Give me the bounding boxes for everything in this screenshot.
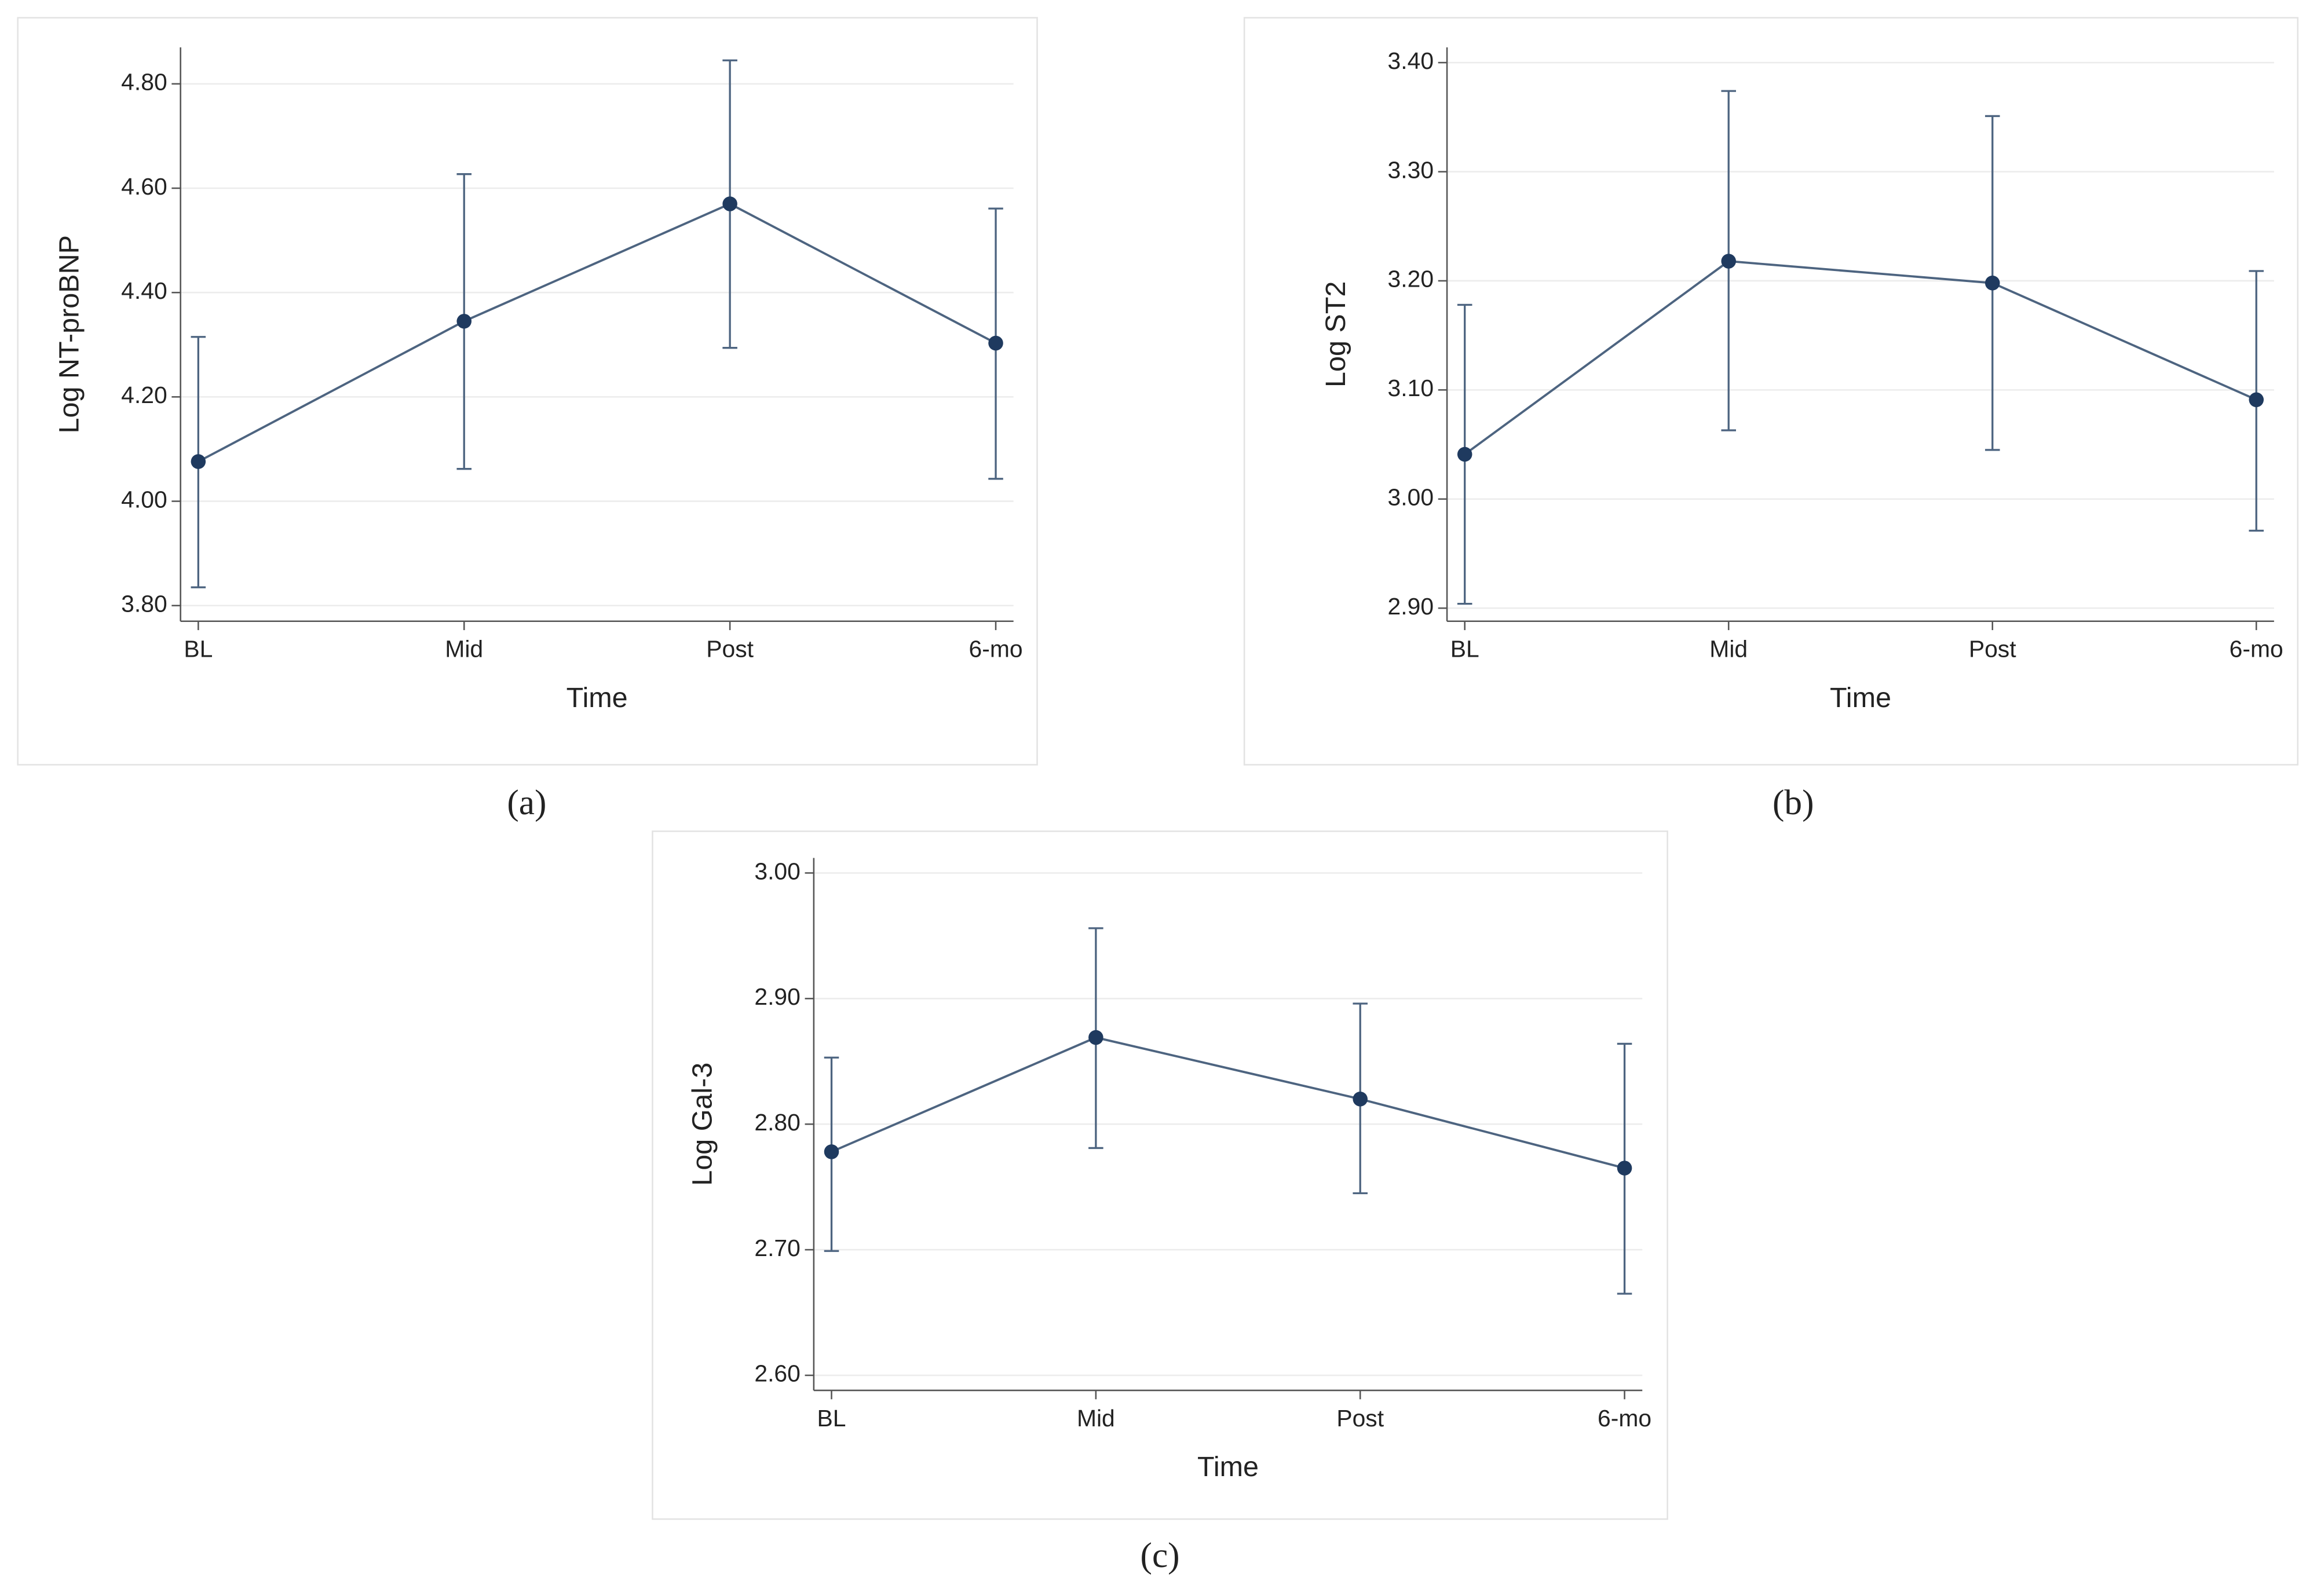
y-tick-label: 4.20 <box>121 382 167 408</box>
y-tick-label: 2.70 <box>754 1235 801 1261</box>
data-point <box>1088 1030 1103 1045</box>
y-tick-label: 4.40 <box>121 277 167 304</box>
data-line <box>831 1036 1625 1169</box>
x-tick-label: Post <box>706 636 754 662</box>
x-tick-label: 6-mo <box>969 636 1022 662</box>
y-tick-label: 2.80 <box>754 1109 801 1136</box>
data-point <box>1721 254 1736 269</box>
x-axis-title: Time <box>567 682 628 713</box>
x-tick-label: BL <box>184 636 213 662</box>
y-axis-title: Log ST2 <box>1320 281 1351 387</box>
x-tick-label: BL <box>817 1405 846 1432</box>
data-point <box>456 313 472 329</box>
x-tick-label: Post <box>1969 636 2016 662</box>
data-point <box>824 1144 839 1159</box>
data-line <box>1464 260 2257 456</box>
y-tick-label: 2.90 <box>754 983 801 1010</box>
data-line <box>198 202 996 463</box>
x-tick-label: Mid <box>445 636 483 662</box>
x-tick-label: Post <box>1336 1405 1384 1432</box>
data-point <box>1985 275 2000 291</box>
y-tick-label: 4.60 <box>121 173 167 200</box>
y-tick-label: 3.80 <box>121 591 167 617</box>
data-point <box>1353 1092 1368 1107</box>
panel-label: (c) <box>1141 1536 1180 1575</box>
y-tick-label: 3.10 <box>1388 375 1434 401</box>
y-tick-label: 3.40 <box>1388 47 1434 74</box>
x-tick-label: BL <box>1450 636 1479 662</box>
data-point <box>191 454 206 469</box>
panel-label: (a) <box>507 783 546 822</box>
y-tick-label: 2.90 <box>1388 593 1434 620</box>
data-point <box>1617 1161 1632 1176</box>
y-tick-label: 2.60 <box>754 1360 801 1387</box>
x-axis-title: Time <box>1197 1451 1259 1482</box>
y-tick-label: 3.20 <box>1388 266 1434 292</box>
y-tick-label: 4.80 <box>121 69 167 96</box>
x-axis-title: Time <box>1830 682 1891 713</box>
y-axis-title: Log Gal-3 <box>687 1063 718 1186</box>
data-point <box>1457 446 1472 462</box>
data-point <box>2249 392 2264 408</box>
panel-frame <box>652 830 1668 1520</box>
y-tick-label: 3.00 <box>1388 484 1434 511</box>
data-point <box>722 196 737 211</box>
data-point <box>988 335 1003 351</box>
panel-frame <box>17 17 1038 766</box>
y-axis-title: Log NT-proBNP <box>53 235 85 433</box>
x-tick-label: 6-mo <box>2230 636 2283 662</box>
y-tick-label: 3.30 <box>1388 156 1434 183</box>
y-tick-label: 4.00 <box>121 486 167 513</box>
x-tick-label: Mid <box>1077 1405 1115 1432</box>
panel-label: (b) <box>1773 783 1814 822</box>
x-tick-label: 6-mo <box>1598 1405 1651 1432</box>
y-tick-label: 3.00 <box>754 858 801 884</box>
x-tick-label: Mid <box>1709 636 1748 662</box>
panel-frame <box>1243 17 2299 766</box>
